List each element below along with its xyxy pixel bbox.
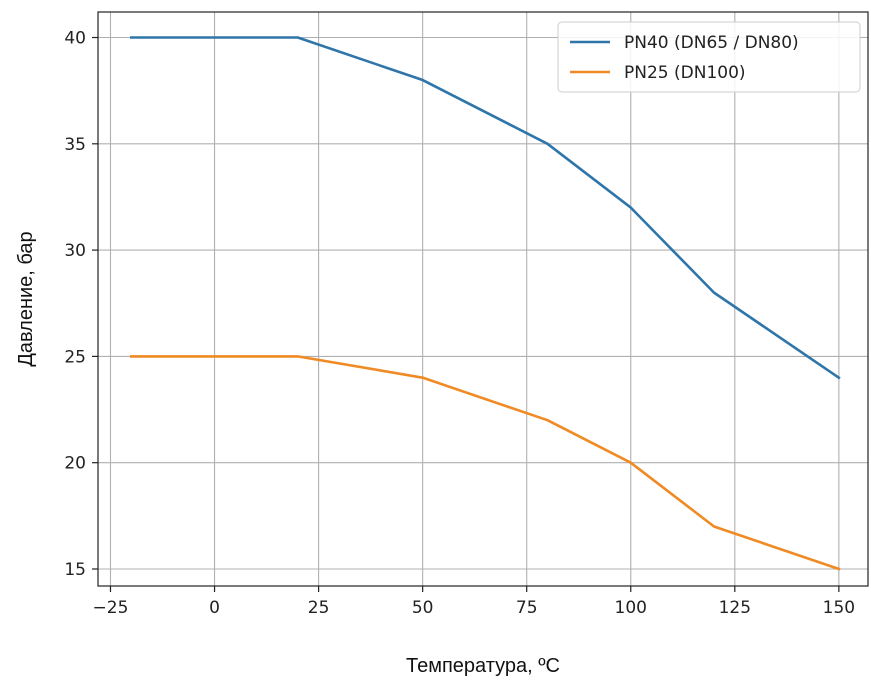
x-tick-label: −25	[93, 598, 129, 618]
x-tick-label: 50	[412, 598, 434, 618]
ticks-layer: −25 0 25 50 75 100 125 150 15 20 25 30 35 40	[64, 29, 855, 618]
y-tick-label: 35	[64, 135, 86, 155]
legend-label: PN40 (DN65 / DN80)	[624, 33, 799, 53]
x-axis-title: Температура, ºС	[406, 655, 560, 677]
x-tick-label: 25	[308, 598, 330, 618]
series-layer	[130, 36, 841, 571]
x-tick-label: 150	[823, 598, 855, 618]
x-tick-label: 75	[516, 598, 538, 618]
x-tick-label: 100	[615, 598, 647, 618]
y-tick-label: 25	[64, 347, 86, 367]
legend: PN40 (DN65 / DN80) PN25 (DN100)	[557, 21, 861, 93]
y-tick-label: 30	[64, 241, 86, 261]
x-tick-label: 125	[719, 598, 751, 618]
y-tick-label: 40	[64, 29, 86, 49]
y-tick-label: 15	[64, 560, 86, 580]
series-line-1	[130, 36, 841, 380]
legend-box	[557, 21, 861, 93]
legend-label: PN25 (DN100)	[624, 63, 746, 83]
grid-layer	[98, 12, 868, 586]
x-tick-label: 0	[209, 598, 220, 618]
y-tick-label: 20	[64, 454, 86, 474]
y-axis-title: Давление, бар	[15, 231, 37, 366]
series-line-2	[130, 355, 841, 571]
plot-frame	[97, 11, 869, 587]
